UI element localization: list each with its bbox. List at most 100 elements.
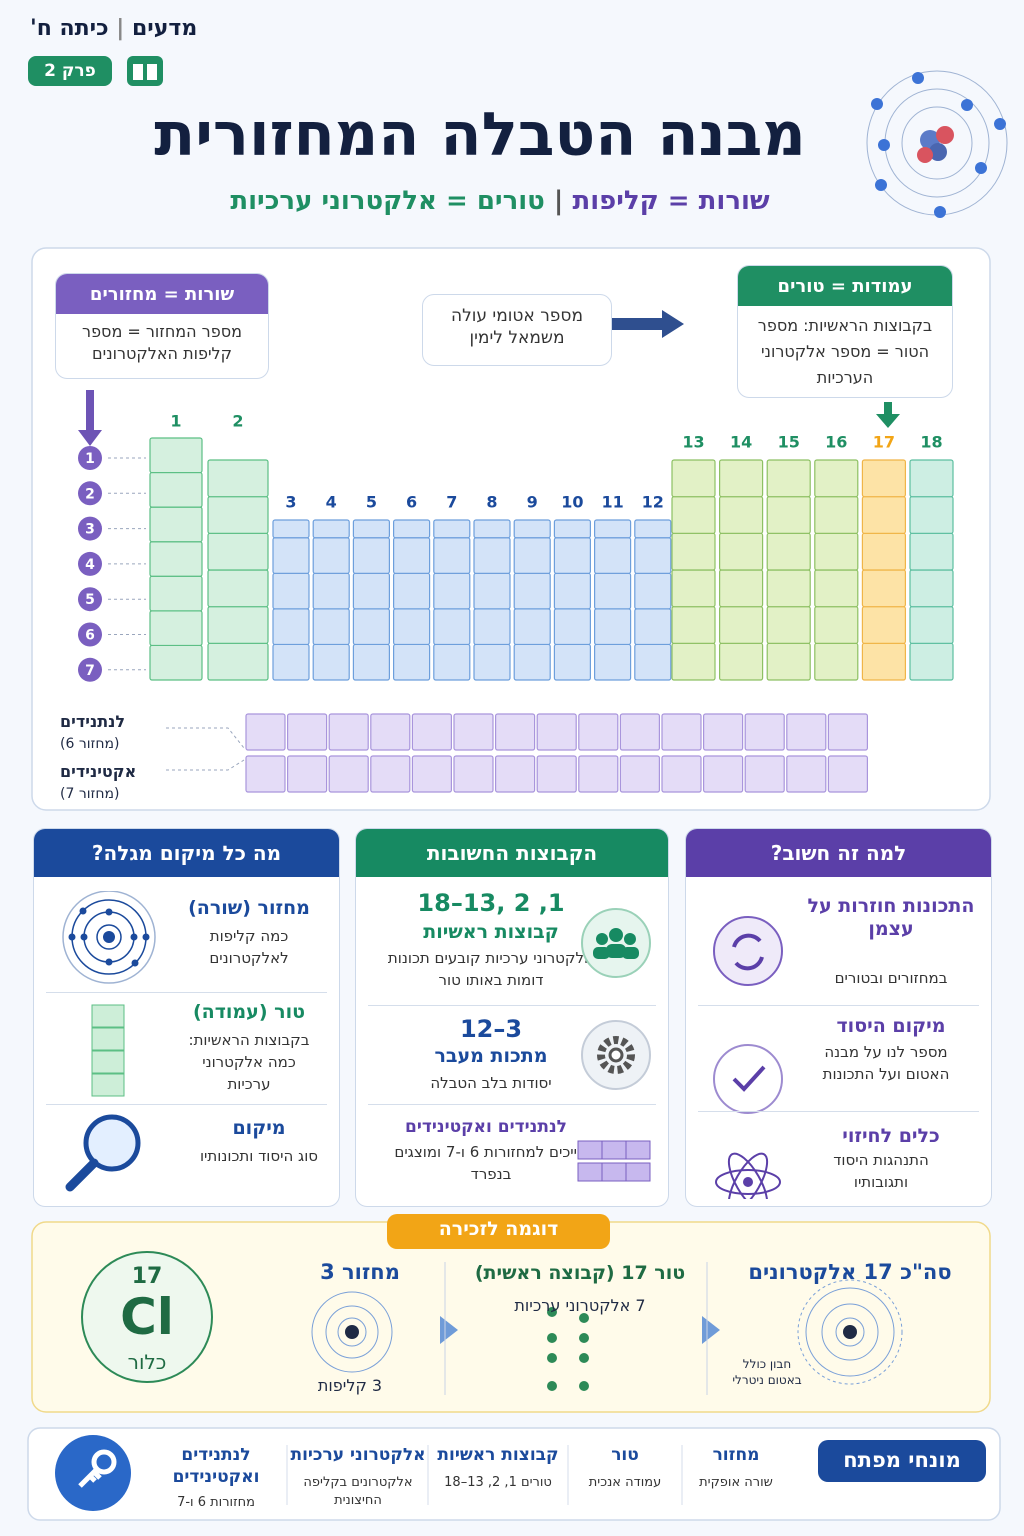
cell <box>352 608 390 646</box>
panel: מה כל מיקום מגלה? מחזור (שורה) כמה קליפו… <box>33 828 340 1207</box>
panel-title: מה כל מיקום מגלה? <box>34 829 339 877</box>
group-label: 17 <box>873 433 895 452</box>
cell <box>513 537 551 574</box>
cell <box>312 608 350 646</box>
arrow <box>78 390 102 446</box>
period-badge <box>78 587 102 612</box>
cell <box>553 572 592 610</box>
panel: הקבוצות החשובות 1, 2 ,13–18 קבוצות ראשיו… <box>355 828 669 1207</box>
cell <box>553 537 592 574</box>
cell <box>433 537 471 574</box>
cell <box>909 606 954 644</box>
step-caption: 7 אלקטרוני ערכיות <box>514 1296 646 1315</box>
group-label: 1 <box>170 412 181 431</box>
badge-text: דוגמה לזכירה <box>438 1218 559 1240</box>
group-label: 2 <box>232 412 243 431</box>
cell <box>634 572 672 610</box>
group-label: 13 <box>682 433 704 452</box>
f-block-cell <box>786 755 827 793</box>
cell <box>718 532 764 571</box>
main-title: מבנה הטבלה המחזורית <box>154 100 806 170</box>
divider <box>46 992 327 993</box>
period-label: 7 <box>85 663 95 679</box>
cell <box>861 532 907 571</box>
cell <box>671 642 716 681</box>
element-name: כלור <box>127 1350 167 1374</box>
subtitle: שורות = קליפות | טורים = אלקטרוני ערכיות <box>230 186 770 216</box>
box-text: בקבוצות הראשיות: מספר הטור = מספר אלקטרו… <box>757 316 933 387</box>
f-block-cell <box>453 755 494 793</box>
chapter-pill: פרק 2 <box>28 56 112 86</box>
cell <box>207 532 269 571</box>
cell <box>149 471 203 508</box>
box-title: עמודות = טורים <box>738 266 952 306</box>
atomic-number: 17 <box>131 1264 163 1289</box>
series-name: לנתנידים <box>60 712 126 731</box>
f-block-cell <box>702 755 744 793</box>
atom-icon <box>866 70 1008 218</box>
group-label: 5 <box>366 493 377 512</box>
glossary-def: עמודה אנכית <box>588 1475 662 1490</box>
cell <box>393 608 431 646</box>
item-heading: מחזור (שורה) <box>188 897 310 919</box>
cell <box>207 569 269 608</box>
item-heading: 1, 2 ,13–18 <box>417 889 565 917</box>
item-text: יסודות בלב הטבלה <box>430 1074 552 1092</box>
cell <box>766 459 811 498</box>
cell <box>433 519 471 539</box>
cell <box>814 459 859 498</box>
cell <box>553 608 592 646</box>
cell <box>207 496 269 534</box>
cell <box>272 572 310 610</box>
glossary-frame <box>27 1427 1001 1521</box>
item-heading: 3–12 <box>459 1015 523 1043</box>
cell <box>593 572 632 610</box>
f-block-cell <box>245 755 286 793</box>
cell <box>553 519 592 539</box>
book-icon <box>127 56 163 86</box>
cell <box>718 459 764 498</box>
cell <box>861 459 907 498</box>
item-heading: כלים לחיזוי <box>842 1125 940 1147</box>
f-block-cell <box>411 755 452 793</box>
cell <box>513 572 551 610</box>
cell <box>272 608 310 646</box>
glossary-term: טור <box>611 1445 639 1465</box>
f-block-cell <box>411 713 452 751</box>
cell <box>861 496 907 534</box>
course-line: מדעים | כיתה ח' <box>30 16 198 41</box>
glossary-badge <box>818 1440 986 1482</box>
f-block-cell <box>370 755 411 793</box>
step-title: מחזור 3 <box>320 1260 400 1284</box>
cell <box>909 459 954 498</box>
period-badge <box>78 481 102 506</box>
group-label: 11 <box>601 493 623 512</box>
period-label: 1 <box>85 451 95 467</box>
book-icon <box>133 64 157 80</box>
glossary-term: אלקטרוני ערכיות <box>290 1445 426 1465</box>
item-text: התנהגות היסוד ותגובותיו <box>833 1151 929 1191</box>
cell <box>473 643 511 681</box>
cell <box>766 569 811 608</box>
glossary-term: לנתנידים ואקטינידים <box>172 1445 260 1487</box>
period-badge <box>78 657 102 682</box>
f-block-cell <box>495 755 536 793</box>
item-heading: לנתנידים ואקטינידים <box>405 1117 567 1137</box>
f-block-cell <box>827 713 869 751</box>
period-badge <box>78 551 102 576</box>
f-block-cell <box>619 755 661 793</box>
group-label: 9 <box>527 493 538 512</box>
divider <box>698 1111 979 1112</box>
cell <box>909 532 954 571</box>
panel: למה זה חשוב? התכונות חוזרות על עצמן במחז… <box>685 828 992 1207</box>
cell <box>207 459 269 498</box>
cell <box>593 608 632 646</box>
step-caption: 3 קליפות <box>317 1376 383 1395</box>
group-label: 14 <box>730 433 752 452</box>
cell <box>718 496 764 534</box>
cell <box>149 506 203 543</box>
f-block-cell <box>619 713 661 751</box>
panel-icons <box>62 891 156 1192</box>
